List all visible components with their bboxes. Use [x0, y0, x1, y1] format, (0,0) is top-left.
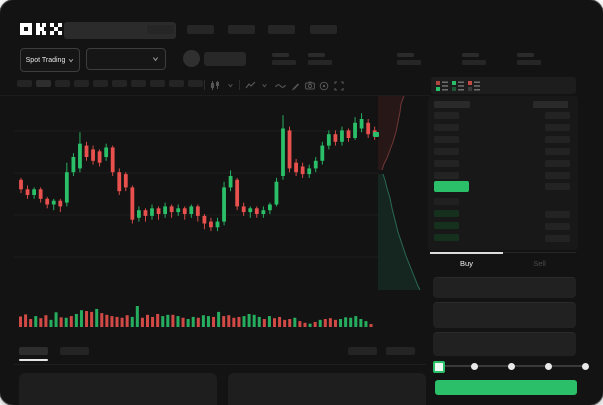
- ticker-stat-label-bar: [397, 53, 414, 57]
- ticker-stat-label-bar: [517, 53, 534, 57]
- orderbook-view-asks-icon[interactable]: [468, 80, 480, 92]
- orderbook-header-amount-bar: [533, 101, 568, 108]
- bid-row-price-bar[interactable]: [434, 210, 459, 217]
- bid-row-amount-bar[interactable]: [545, 235, 570, 242]
- ticker-stat-value-bar: [517, 60, 541, 65]
- bottom-action-left[interactable]: [348, 347, 377, 355]
- ask-row-amount-bar[interactable]: [545, 112, 570, 119]
- bottom-divider: [14, 364, 426, 365]
- pair-selector-dropdown[interactable]: [86, 48, 166, 70]
- ask-row-price-bar[interactable]: [434, 160, 459, 167]
- header-action-button[interactable]: [204, 52, 246, 66]
- ask-row-price-bar[interactable]: [434, 148, 459, 155]
- chevron-down-icon[interactable]: [261, 83, 268, 88]
- settings-circle-icon[interactable]: [319, 81, 329, 91]
- ask-row-amount-bar[interactable]: [545, 160, 570, 167]
- last-price-amount-bar: [545, 183, 570, 190]
- bottom-tab-active-underline: [19, 359, 48, 361]
- price-field[interactable]: [433, 277, 576, 298]
- slider-stop-dot[interactable]: [470, 363, 478, 370]
- amount-slider-handle[interactable]: [433, 361, 445, 373]
- interval-candle-icon[interactable]: [210, 81, 221, 90]
- ask-row-amount-bar[interactable]: [545, 148, 570, 155]
- buy-tab-label: Buy: [460, 259, 473, 268]
- draw-pencil-icon[interactable]: [291, 81, 301, 91]
- ticker-stat-label-bar: [272, 53, 289, 57]
- okx-logo: [20, 23, 64, 36]
- ticker-stat-value-bar: [397, 60, 421, 65]
- ask-row-price-bar[interactable]: [434, 172, 459, 179]
- timeframe-pill[interactable]: [55, 80, 70, 87]
- nav-item-placeholder[interactable]: [187, 25, 214, 34]
- chevron-down-icon[interactable]: [227, 83, 234, 88]
- ask-row-amount-bar[interactable]: [545, 172, 570, 179]
- timeframe-pill[interactable]: [131, 80, 146, 87]
- nav-item-placeholder[interactable]: [268, 25, 295, 34]
- ask-row-price-bar[interactable]: [434, 124, 459, 131]
- timeframe-pill[interactable]: [17, 80, 32, 87]
- timeframe-pill[interactable]: [150, 80, 165, 87]
- ask-row-amount-bar[interactable]: [545, 136, 570, 143]
- ask-row-price-bar[interactable]: [434, 112, 459, 119]
- timeframe-pill[interactable]: [93, 80, 108, 87]
- timeframe-pill[interactable]: [74, 80, 89, 87]
- camera-icon[interactable]: [305, 81, 315, 90]
- fullscreen-icon[interactable]: [334, 81, 344, 91]
- buy-tab[interactable]: Buy: [430, 252, 503, 273]
- toolbar-divider: [239, 80, 240, 90]
- buy-submit-button[interactable]: [435, 380, 577, 395]
- bid-row-price-bar[interactable]: [434, 234, 459, 241]
- timeframe-pill[interactable]: [169, 80, 184, 87]
- ticker-stat-value-bar: [308, 60, 332, 65]
- chevron-down-icon: [69, 58, 74, 62]
- slider-stop-dot[interactable]: [581, 363, 589, 370]
- total-field[interactable]: [433, 332, 576, 356]
- sell-tab[interactable]: Sell: [503, 253, 576, 273]
- ask-row-price-bar[interactable]: [434, 136, 459, 143]
- orders-table-panel-right: [228, 373, 426, 405]
- timeframe-pill[interactable]: [188, 80, 203, 87]
- market-type-label: Spot Trading: [25, 56, 66, 64]
- bottom-tab-open-orders[interactable]: [19, 347, 48, 355]
- orderbook-view-bids-icon[interactable]: [452, 80, 464, 92]
- user-avatar[interactable]: [183, 50, 200, 67]
- line-style-wave-icon[interactable]: [275, 82, 286, 90]
- orderbook-toolbar: [431, 77, 576, 94]
- orders-table-panel-left: [19, 373, 217, 405]
- bottom-tab-order-history[interactable]: [60, 347, 89, 355]
- indicators-icon[interactable]: [245, 81, 256, 90]
- bid-row-amount-bar[interactable]: [545, 223, 570, 230]
- chevron-down-icon: [153, 57, 158, 62]
- ticker-stat-value-bar: [462, 60, 486, 65]
- trade-side-tabs: Buy Sell: [430, 252, 576, 273]
- market-type-dropdown[interactable]: Spot Trading: [20, 48, 80, 72]
- bid-row-price-bar[interactable]: [434, 222, 459, 229]
- ask-row-amount-bar[interactable]: [545, 124, 570, 131]
- nav-item-placeholder[interactable]: [147, 25, 174, 34]
- nav-item-placeholder[interactable]: [310, 25, 337, 34]
- timeframe-pill[interactable]: [36, 80, 51, 87]
- ticker-stat-value-bar: [272, 60, 296, 65]
- bid-row-price-bar[interactable]: [434, 198, 459, 205]
- ticker-stat-label-bar: [462, 53, 479, 57]
- toolbar-bottom-divider: [0, 95, 430, 96]
- orderbook-view-combined-icon[interactable]: [436, 80, 448, 92]
- ticker-stat-label-bar: [308, 53, 325, 57]
- slider-stop-dot[interactable]: [507, 363, 515, 370]
- amount-field[interactable]: [433, 302, 576, 328]
- timeframe-pill[interactable]: [112, 80, 127, 87]
- bottom-action-right[interactable]: [386, 347, 415, 355]
- orderbook-header-price-bar: [434, 101, 470, 108]
- toolbar-divider: [204, 80, 205, 90]
- sell-tab-label: Sell: [533, 258, 546, 268]
- bid-row-amount-bar[interactable]: [545, 211, 570, 218]
- slider-stop-dot[interactable]: [544, 363, 552, 370]
- nav-item-placeholder[interactable]: [228, 25, 255, 34]
- last-price-bar[interactable]: [434, 181, 469, 192]
